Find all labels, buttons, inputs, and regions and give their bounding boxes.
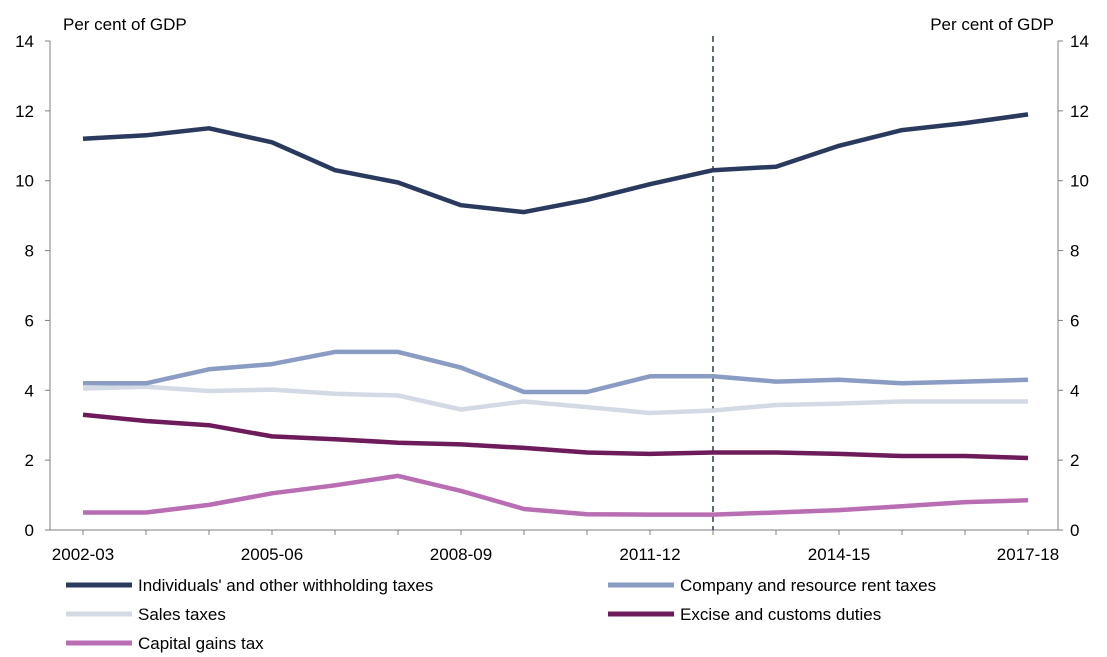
x-tick-label: 2008-09 (430, 545, 492, 564)
legend: Individuals' and other withholding taxes… (66, 576, 936, 653)
series-line-sales-taxes (82, 384, 1028, 416)
legend-label-excise-and-customs-duties: Excise and customs duties (680, 605, 881, 624)
left-y-tick-label: 14 (15, 32, 34, 51)
legend-label-individuals-and-other-withholding-taxes: Individuals' and other withholding taxes (138, 576, 433, 595)
series-line-capital-gains-tax (83, 473, 1029, 517)
left-y-tick-label: 2 (25, 451, 34, 470)
right-y-tick-label: 10 (1070, 172, 1089, 191)
series-line-individuals-and-other-withholding-taxes (82, 112, 1029, 215)
right-y-tick-label: 8 (1070, 242, 1079, 261)
right-y-tick-label: 12 (1070, 102, 1089, 121)
right-y-tick-label: 4 (1070, 381, 1079, 400)
left-y-tick-label: 8 (25, 242, 34, 261)
left-y-tick-label: 10 (15, 172, 34, 191)
right-y-tick-label: 14 (1070, 32, 1089, 51)
series-line-company-and-resource-rent-taxes (83, 349, 1029, 395)
x-tick-label: 2002-03 (52, 545, 114, 564)
legend-label-sales-taxes: Sales taxes (138, 605, 226, 624)
left-y-tick-label: 4 (25, 381, 34, 400)
x-tick-label: 2011-12 (619, 545, 680, 564)
x-tick-label: 2014-15 (808, 545, 870, 564)
left-y-tick-label: 12 (15, 102, 34, 121)
right-y-tick-label: 0 (1070, 521, 1079, 540)
left-y-axis: 0 2 4 6 8 10 12 14 (15, 32, 50, 540)
left-y-tick-label: 0 (25, 521, 34, 540)
legend-label-capital-gains-tax: Capital gains tax (138, 634, 264, 653)
x-axis: 2002-03 2005-06 2008-09 2011-12 2014-15 2017-… (52, 530, 1059, 564)
right-y-tick-label: 2 (1070, 451, 1079, 470)
right-axis-label: Per cent of GDP (930, 15, 1054, 34)
right-y-axis: 0 2 4 6 8 10 12 14 (1058, 32, 1089, 540)
x-tick-label: 2005-06 (241, 545, 303, 564)
left-axis-label: Per cent of GDP (63, 15, 187, 34)
series-line-excise-and-customs-duties (82, 412, 1029, 461)
series-lines (82, 112, 1029, 517)
x-tick-label: 2017-18 (997, 545, 1059, 564)
left-y-tick-label: 6 (25, 311, 34, 330)
axes (49, 36, 1059, 531)
right-y-tick-label: 6 (1070, 311, 1079, 330)
legend-label-company-and-resource-rent-taxes: Company and resource rent taxes (680, 576, 936, 595)
